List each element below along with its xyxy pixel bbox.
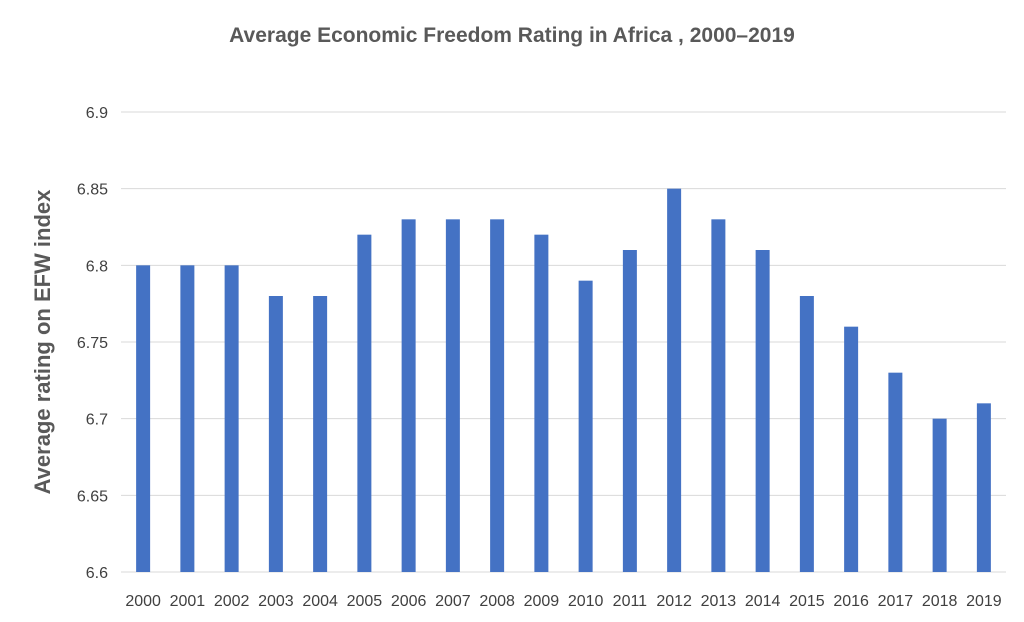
x-tick-label: 2010 [568,593,604,610]
bar-2004 [313,296,328,572]
y-tick-label: 6.75 [77,335,108,352]
bar-2013 [711,219,726,573]
bar-2018 [932,418,947,572]
bar-2003 [268,296,283,572]
x-tick-label: 2009 [524,593,560,610]
bar-2019 [976,403,991,572]
x-tick-label: 2000 [125,593,161,610]
x-tick-label: 2004 [302,593,338,610]
bar-2011 [622,250,637,572]
x-tick-label: 2015 [789,593,825,610]
x-tick-label: 2006 [391,593,427,610]
y-tick-label: 6.6 [86,565,108,582]
y-axis-ticks: 6.6 6.65 6.7 6.75 6.8 6.85 6.9 [77,105,108,582]
bar-2015 [799,296,814,572]
x-tick-label: 2018 [922,593,958,610]
y-tick-label: 6.9 [86,105,108,122]
y-tick-label: 6.65 [77,488,108,505]
bar-2010 [578,280,593,572]
bar-2006 [401,219,416,573]
y-tick-label: 6.8 [86,258,108,275]
chart-title: Average Economic Freedom Rating in Afric… [229,24,795,47]
bar-2008 [490,219,505,573]
gridlines [121,111,1006,573]
bar-2016 [844,326,859,572]
x-tick-label: 2019 [966,593,1002,610]
x-tick-label: 2007 [435,593,471,610]
y-tick-label: 6.7 [86,412,108,429]
bar-2001 [180,265,195,572]
bar-2005 [357,234,372,572]
x-tick-label: 2008 [479,593,515,610]
bar-2012 [667,188,682,572]
x-tick-label: 2002 [214,593,250,610]
y-axis-label: Average rating on EFW index [30,189,55,495]
x-tick-label: 2005 [347,593,383,610]
y-tick-label: 6.85 [77,182,108,199]
x-tick-label: 2016 [833,593,869,610]
x-tick-label: 2011 [613,593,648,610]
x-axis-ticks: 2000 2001 2002 2003 2004 2005 2006 2007 2008 2009… [125,593,1001,610]
x-tick-label: 2003 [258,593,294,610]
bar-2002 [224,265,239,572]
bars [136,188,991,573]
bar-2017 [888,372,903,572]
x-tick-label: 2014 [745,593,781,610]
x-tick-label: 2012 [656,593,692,610]
bar-2009 [534,234,549,572]
bar-2000 [136,265,151,572]
x-tick-label: 2017 [878,593,914,610]
x-tick-label: 2001 [170,593,206,610]
x-tick-label: 2013 [701,593,737,610]
bar-2014 [755,250,770,572]
bar-2007 [445,219,460,573]
